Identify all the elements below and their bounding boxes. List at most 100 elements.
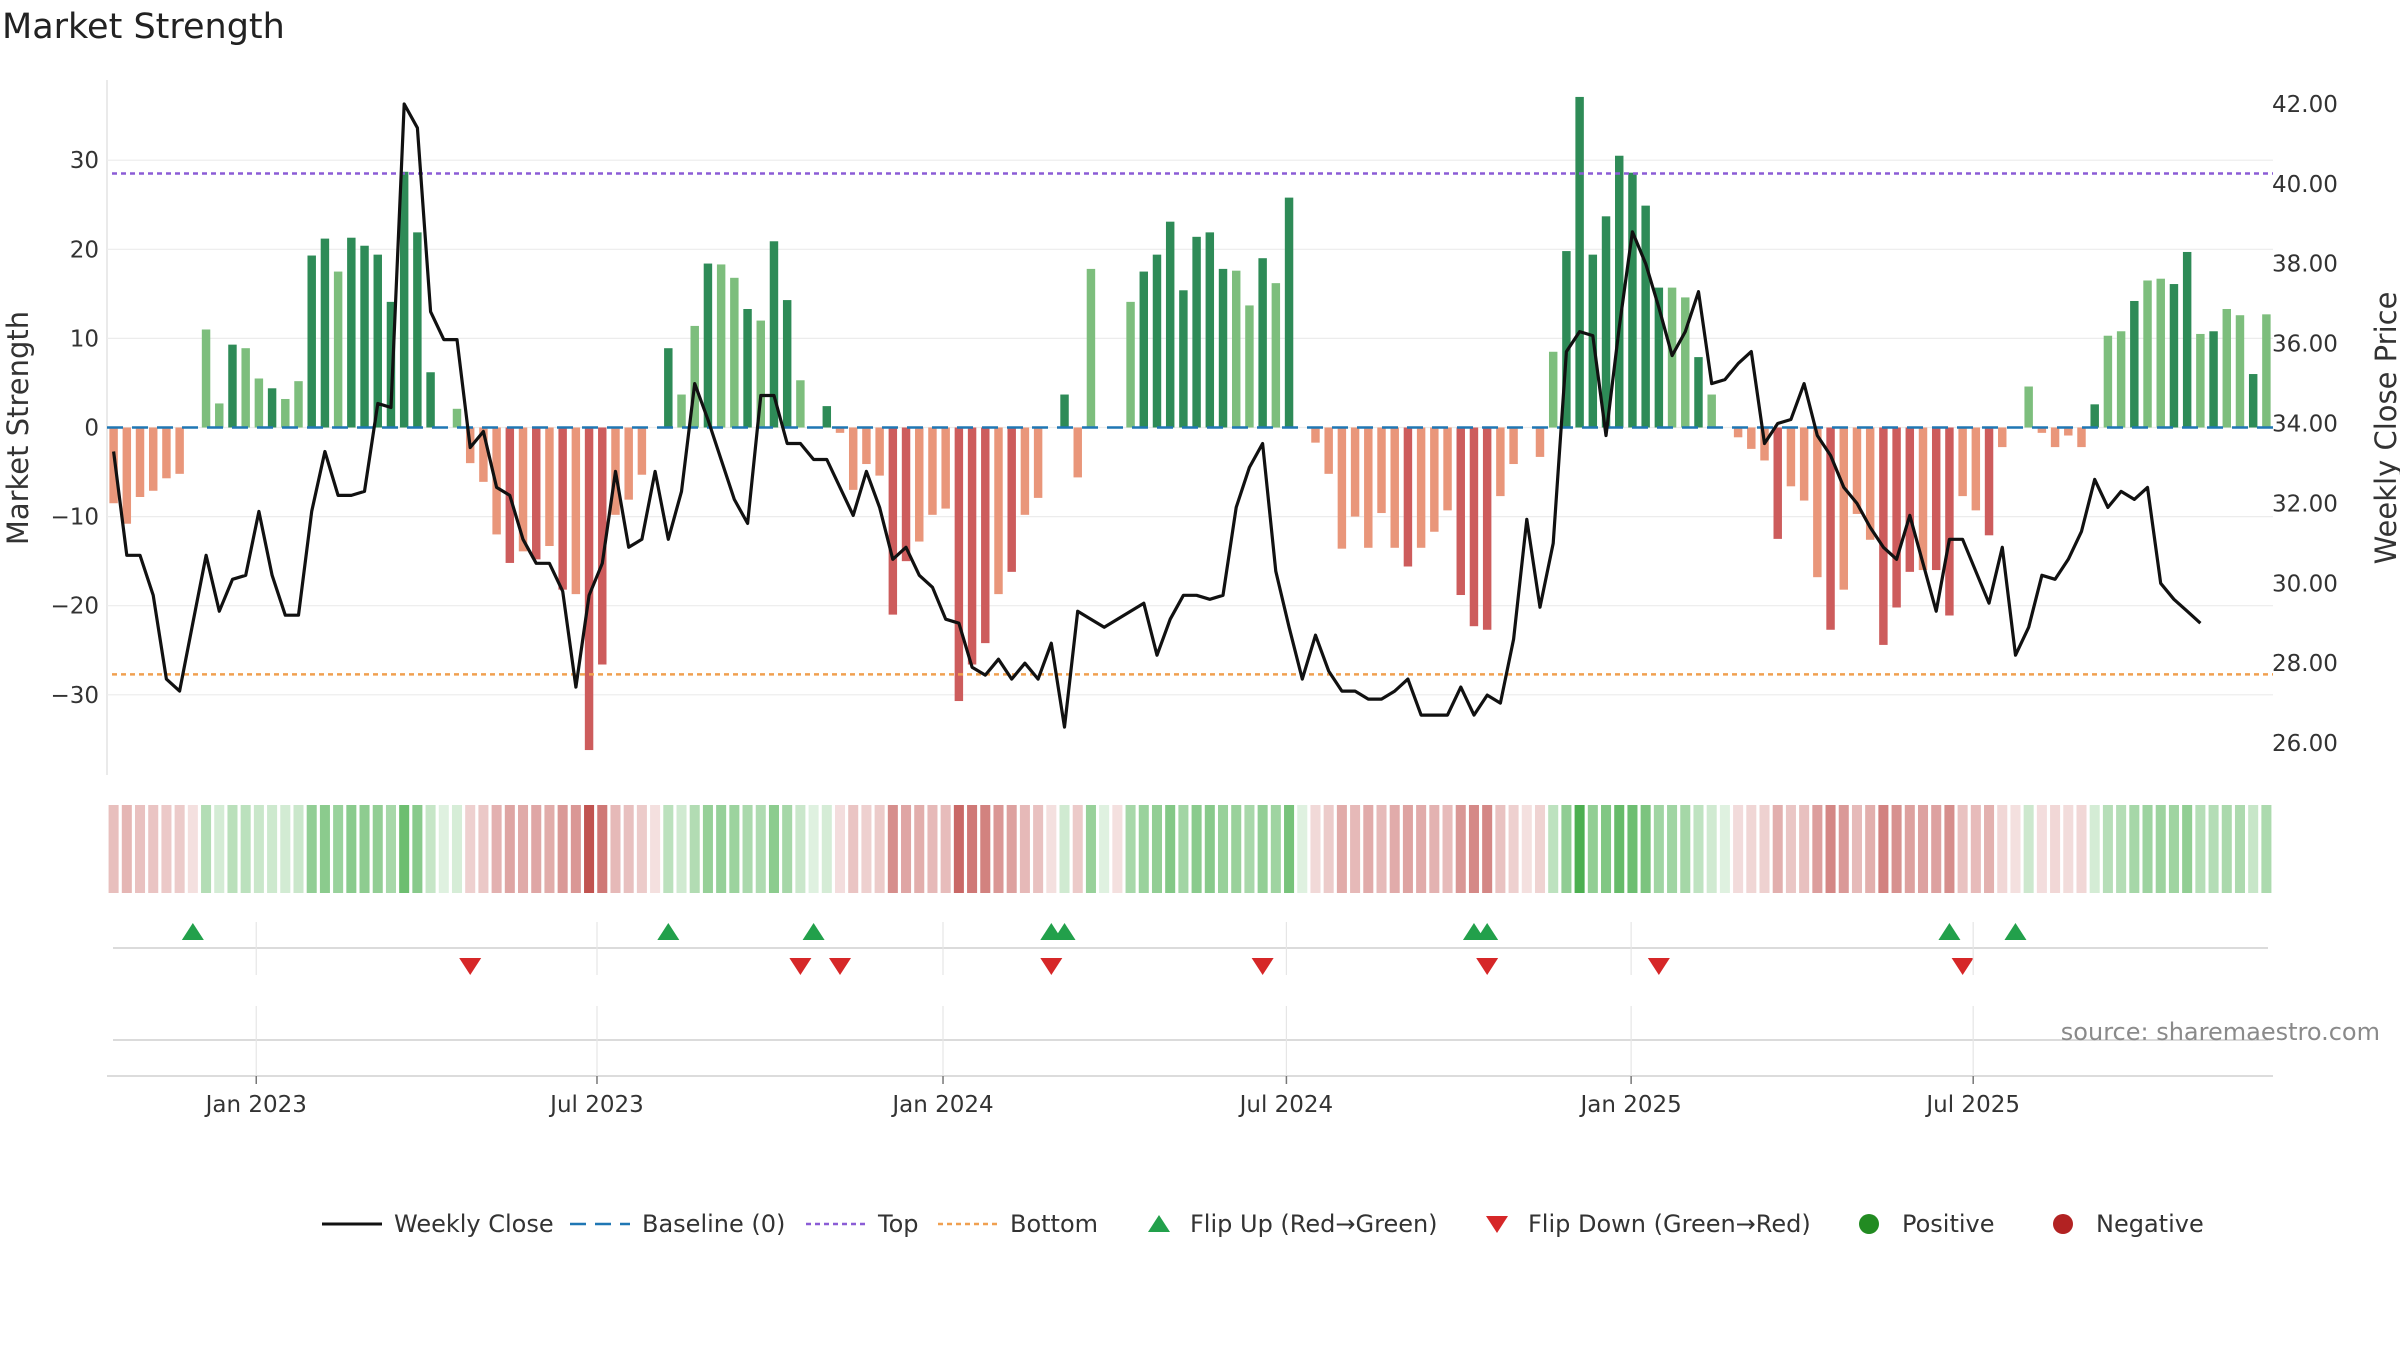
strip-cell <box>2261 805 2272 893</box>
strip-cell <box>2129 805 2140 893</box>
strip-cell <box>676 805 687 893</box>
strength-bar <box>2169 284 2179 428</box>
strip-cell <box>795 805 806 893</box>
strength-bar <box>928 427 937 515</box>
strip-cell <box>1534 805 1546 893</box>
strength-bar <box>664 348 673 428</box>
strength-bar <box>1628 172 1637 428</box>
y-tick-label-right: 26.00 <box>2272 731 2338 757</box>
strip-cell <box>134 805 146 893</box>
strength-bar <box>518 427 528 552</box>
strip-cell <box>2102 805 2113 893</box>
strip-cell <box>2248 805 2259 893</box>
y-axis-left-label: Market Strength <box>1 311 35 545</box>
strength-bar <box>109 427 118 504</box>
strip-cell <box>1984 805 1995 893</box>
y-tick-label-left: −10 <box>50 505 99 531</box>
strength-bar <box>690 325 699 428</box>
strength-bar <box>333 271 343 428</box>
strength-bar <box>769 241 779 428</box>
y-tick-label-right: 42.00 <box>2272 92 2338 118</box>
strength-bar <box>756 320 765 428</box>
strength-bar <box>2182 251 2192 428</box>
strip-cell <box>2063 805 2074 893</box>
strength-bar <box>1562 251 1571 428</box>
strength-bar <box>1403 427 1413 567</box>
legend: Weekly Close Baseline (0) Top Bottom Flip Up… <box>322 1210 2204 1238</box>
strength-bar <box>452 408 462 428</box>
strip-cell <box>584 805 595 893</box>
strength-bar <box>201 329 211 428</box>
strip-cell <box>1997 805 2008 893</box>
strength-bar <box>1377 427 1386 514</box>
strength-bar <box>1324 427 1333 474</box>
strip-cell <box>1746 805 1757 893</box>
strip-cell <box>1019 805 1030 893</box>
flip-up-marker <box>181 923 204 940</box>
strip-cell <box>531 805 542 893</box>
strength-bar <box>703 263 713 428</box>
strip-cell <box>1640 805 1651 893</box>
strength-bar <box>848 427 858 490</box>
strip-cell <box>2036 805 2047 893</box>
strength-bar <box>1020 427 1030 515</box>
legend-label: Top <box>877 1210 919 1238</box>
strength-bar <box>2156 278 2165 428</box>
strength-bar <box>122 427 132 524</box>
strip-cell <box>782 805 793 893</box>
strip-cell <box>1402 805 1413 893</box>
y-tick-label-right: 40.00 <box>2272 172 2338 198</box>
strength-bar <box>1615 155 1624 428</box>
x-tick-label: Jul 2025 <box>1924 1092 2020 1118</box>
strength-bar <box>1852 427 1862 514</box>
strip-cell <box>1350 805 1361 893</box>
strength-bar <box>558 427 567 590</box>
strip-cell <box>1006 805 1017 893</box>
strip-cell <box>1706 805 1717 893</box>
strip-cell <box>1112 805 1123 893</box>
strength-bar <box>320 238 330 428</box>
strength-bar <box>2037 427 2047 433</box>
strength-bar <box>1641 205 1650 428</box>
flip-down-marker <box>1951 958 1974 975</box>
strength-bar <box>822 406 832 428</box>
strength-bar <box>148 427 158 491</box>
y-tick-label-right: 28.00 <box>2272 651 2338 677</box>
strength-bar <box>1284 197 1294 428</box>
strength-bar <box>1813 427 1822 578</box>
strip-cell <box>755 805 766 893</box>
strength-bar <box>307 255 316 428</box>
strip-cell <box>451 805 463 893</box>
strip-cell <box>2050 805 2061 893</box>
strip-cell <box>1944 805 1955 893</box>
strength-bar <box>254 378 264 428</box>
strip-cell <box>504 805 515 893</box>
strength-bar <box>782 300 792 428</box>
legend-item-line: Weekly Close <box>322 1210 554 1238</box>
strength-bar <box>1443 427 1452 511</box>
strength-bar <box>1931 427 1941 571</box>
strength-bar <box>1165 221 1175 428</box>
strip-cell <box>1310 805 1321 893</box>
flip-up-marker <box>2004 923 2027 940</box>
strip-cell <box>597 805 608 893</box>
strip-cell <box>1416 805 1427 893</box>
strip-cell <box>1680 805 1691 893</box>
flip-down-marker <box>459 958 482 975</box>
flip-markers-panel <box>113 923 2268 1041</box>
strength-bar <box>1218 268 1228 428</box>
strip-cell <box>808 805 819 893</box>
strip-cell <box>1204 805 1215 893</box>
strip-cell <box>1561 805 1572 893</box>
strength-bar <box>1971 427 1981 511</box>
strip-cell <box>729 805 740 893</box>
strip-cell <box>1363 805 1374 893</box>
strength-bar <box>1839 427 1848 590</box>
strength-bar <box>360 245 369 428</box>
strength-bar <box>743 308 752 428</box>
strip-cell <box>1785 805 1796 893</box>
strength-bar <box>1139 271 1149 428</box>
legend-label: Flip Down (Green→Red) <box>1528 1210 1811 1238</box>
strip-cell <box>1799 805 1810 893</box>
strength-bar <box>1126 301 1135 428</box>
